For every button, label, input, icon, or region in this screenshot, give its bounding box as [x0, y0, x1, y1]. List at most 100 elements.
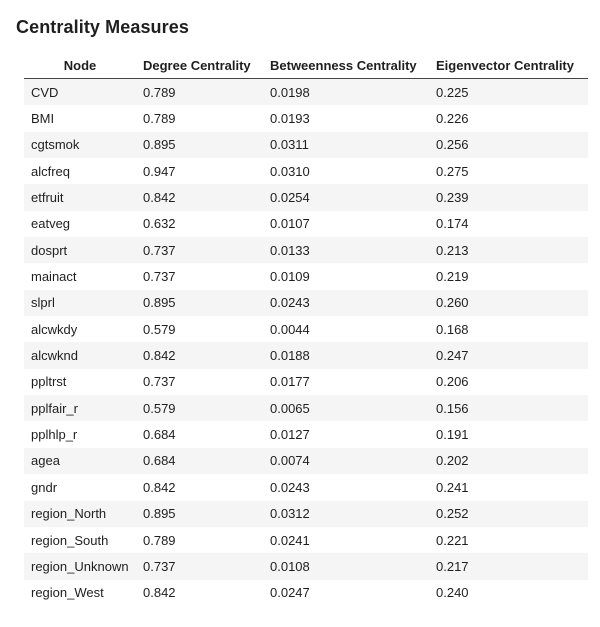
table-row: cgtsmok 0.895 0.0311 0.256: [24, 131, 588, 159]
cell-degree-centrality: 0.789: [136, 526, 263, 554]
cell-betweenness-centrality: 0.0188: [263, 342, 429, 369]
cell-degree-centrality: 0.895: [136, 289, 263, 317]
cell-eigenvector-centrality: 0.191: [429, 421, 588, 448]
cell-degree-centrality: 0.737: [136, 553, 263, 580]
cell-node: ppltrst: [24, 368, 136, 396]
table-row: pplfair_r 0.579 0.0065 0.156: [24, 395, 588, 422]
table-row: mainact 0.737 0.0109 0.219: [24, 263, 588, 290]
cell-degree-centrality: 0.895: [136, 500, 263, 527]
cell-betweenness-centrality: 0.0044: [263, 316, 429, 343]
cell-node: pplhlp_r: [24, 421, 136, 448]
cell-betweenness-centrality: 0.0109: [263, 263, 429, 290]
table-row: region_South 0.789 0.0241 0.221: [24, 526, 588, 554]
cell-node: alcfreq: [24, 158, 136, 185]
cell-betweenness-centrality: 0.0254: [263, 184, 429, 211]
cell-node: region_Unknown: [24, 553, 136, 580]
cell-node: alcwkdy: [24, 316, 136, 343]
cell-degree-centrality: 0.684: [136, 421, 263, 448]
table-row: eatveg 0.632 0.0107 0.174: [24, 210, 588, 238]
cell-degree-centrality: 0.579: [136, 316, 263, 343]
cell-betweenness-centrality: 0.0311: [263, 131, 429, 159]
cell-eigenvector-centrality: 0.247: [429, 342, 588, 369]
table-row: alcfreq 0.947 0.0310 0.275: [24, 158, 588, 185]
cell-node: BMI: [24, 105, 136, 132]
cell-node: region_South: [24, 526, 136, 554]
table-row: region_North 0.895 0.0312 0.252: [24, 500, 588, 527]
cell-betweenness-centrality: 0.0198: [263, 78, 429, 106]
cell-eigenvector-centrality: 0.260: [429, 289, 588, 317]
cell-degree-centrality: 0.684: [136, 447, 263, 475]
cell-degree-centrality: 0.632: [136, 210, 263, 238]
cell-betweenness-centrality: 0.0133: [263, 237, 429, 264]
column-header-node: Node: [24, 52, 136, 79]
cell-eigenvector-centrality: 0.206: [429, 368, 588, 396]
cell-betweenness-centrality: 0.0107: [263, 210, 429, 238]
cell-degree-centrality: 0.947: [136, 158, 263, 185]
column-header-degree-centrality: Degree Centrality: [136, 52, 263, 79]
cell-degree-centrality: 0.579: [136, 395, 263, 422]
table-row: region_Unknown 0.737 0.0108 0.217: [24, 553, 588, 580]
cell-degree-centrality: 0.842: [136, 579, 263, 606]
table-body: CVD 0.789 0.0198 0.225 BMI 0.789 0.0193 0.226 cg…: [24, 78, 588, 606]
cell-betweenness-centrality: 0.0108: [263, 553, 429, 580]
cell-eigenvector-centrality: 0.156: [429, 395, 588, 422]
cell-betweenness-centrality: 0.0243: [263, 289, 429, 317]
cell-node: etfruit: [24, 184, 136, 211]
cell-betweenness-centrality: 0.0127: [263, 421, 429, 448]
cell-degree-centrality: 0.842: [136, 184, 263, 211]
cell-degree-centrality: 0.789: [136, 78, 263, 106]
cell-degree-centrality: 0.895: [136, 131, 263, 159]
cell-eigenvector-centrality: 0.226: [429, 105, 588, 132]
cell-node: cgtsmok: [24, 131, 136, 159]
cell-eigenvector-centrality: 0.240: [429, 579, 588, 606]
cell-degree-centrality: 0.842: [136, 342, 263, 369]
cell-eigenvector-centrality: 0.168: [429, 316, 588, 343]
cell-betweenness-centrality: 0.0247: [263, 579, 429, 606]
cell-degree-centrality: 0.737: [136, 263, 263, 290]
cell-eigenvector-centrality: 0.252: [429, 500, 588, 527]
cell-eigenvector-centrality: 0.225: [429, 78, 588, 106]
table-row: gndr 0.842 0.0243 0.241: [24, 474, 588, 501]
cell-node: region_West: [24, 579, 136, 606]
cell-node: region_North: [24, 500, 136, 527]
cell-node: eatveg: [24, 210, 136, 238]
cell-betweenness-centrality: 0.0065: [263, 395, 429, 422]
cell-betweenness-centrality: 0.0243: [263, 474, 429, 501]
cell-eigenvector-centrality: 0.275: [429, 158, 588, 185]
cell-eigenvector-centrality: 0.239: [429, 184, 588, 211]
cell-eigenvector-centrality: 0.219: [429, 263, 588, 290]
cell-eigenvector-centrality: 0.202: [429, 447, 588, 475]
cell-eigenvector-centrality: 0.217: [429, 553, 588, 580]
cell-eigenvector-centrality: 0.213: [429, 237, 588, 264]
cell-eigenvector-centrality: 0.241: [429, 474, 588, 501]
cell-node: pplfair_r: [24, 395, 136, 422]
table-row: agea 0.684 0.0074 0.202: [24, 447, 588, 475]
cell-betweenness-centrality: 0.0177: [263, 368, 429, 396]
cell-degree-centrality: 0.789: [136, 105, 263, 132]
table-row: slprl 0.895 0.0243 0.260: [24, 289, 588, 317]
table-row: CVD 0.789 0.0198 0.225: [24, 78, 588, 106]
table-row: dosprt 0.737 0.0133 0.213: [24, 237, 588, 264]
centrality-table: Node Degree Centrality Betweenness Centr…: [24, 52, 588, 606]
column-header-eigenvector-centrality: Eigenvector Centrality: [429, 52, 588, 79]
cell-node: mainact: [24, 263, 136, 290]
cell-betweenness-centrality: 0.0193: [263, 105, 429, 132]
cell-node: dosprt: [24, 237, 136, 264]
cell-degree-centrality: 0.737: [136, 237, 263, 264]
cell-eigenvector-centrality: 0.174: [429, 210, 588, 238]
table-row: BMI 0.789 0.0193 0.226: [24, 105, 588, 132]
cell-node: agea: [24, 447, 136, 475]
cell-betweenness-centrality: 0.0241: [263, 526, 429, 554]
cell-node: gndr: [24, 474, 136, 501]
cell-eigenvector-centrality: 0.256: [429, 131, 588, 159]
table-row: alcwkdy 0.579 0.0044 0.168: [24, 316, 588, 343]
cell-betweenness-centrality: 0.0312: [263, 500, 429, 527]
table-header-row: Node Degree Centrality Betweenness Centr…: [24, 52, 588, 79]
cell-degree-centrality: 0.737: [136, 368, 263, 396]
table-row: ppltrst 0.737 0.0177 0.206: [24, 368, 588, 396]
cell-node: CVD: [24, 78, 136, 106]
cell-betweenness-centrality: 0.0310: [263, 158, 429, 185]
page-title: Centrality Measures: [16, 17, 189, 37]
cell-eigenvector-centrality: 0.221: [429, 526, 588, 554]
cell-node: alcwknd: [24, 342, 136, 369]
